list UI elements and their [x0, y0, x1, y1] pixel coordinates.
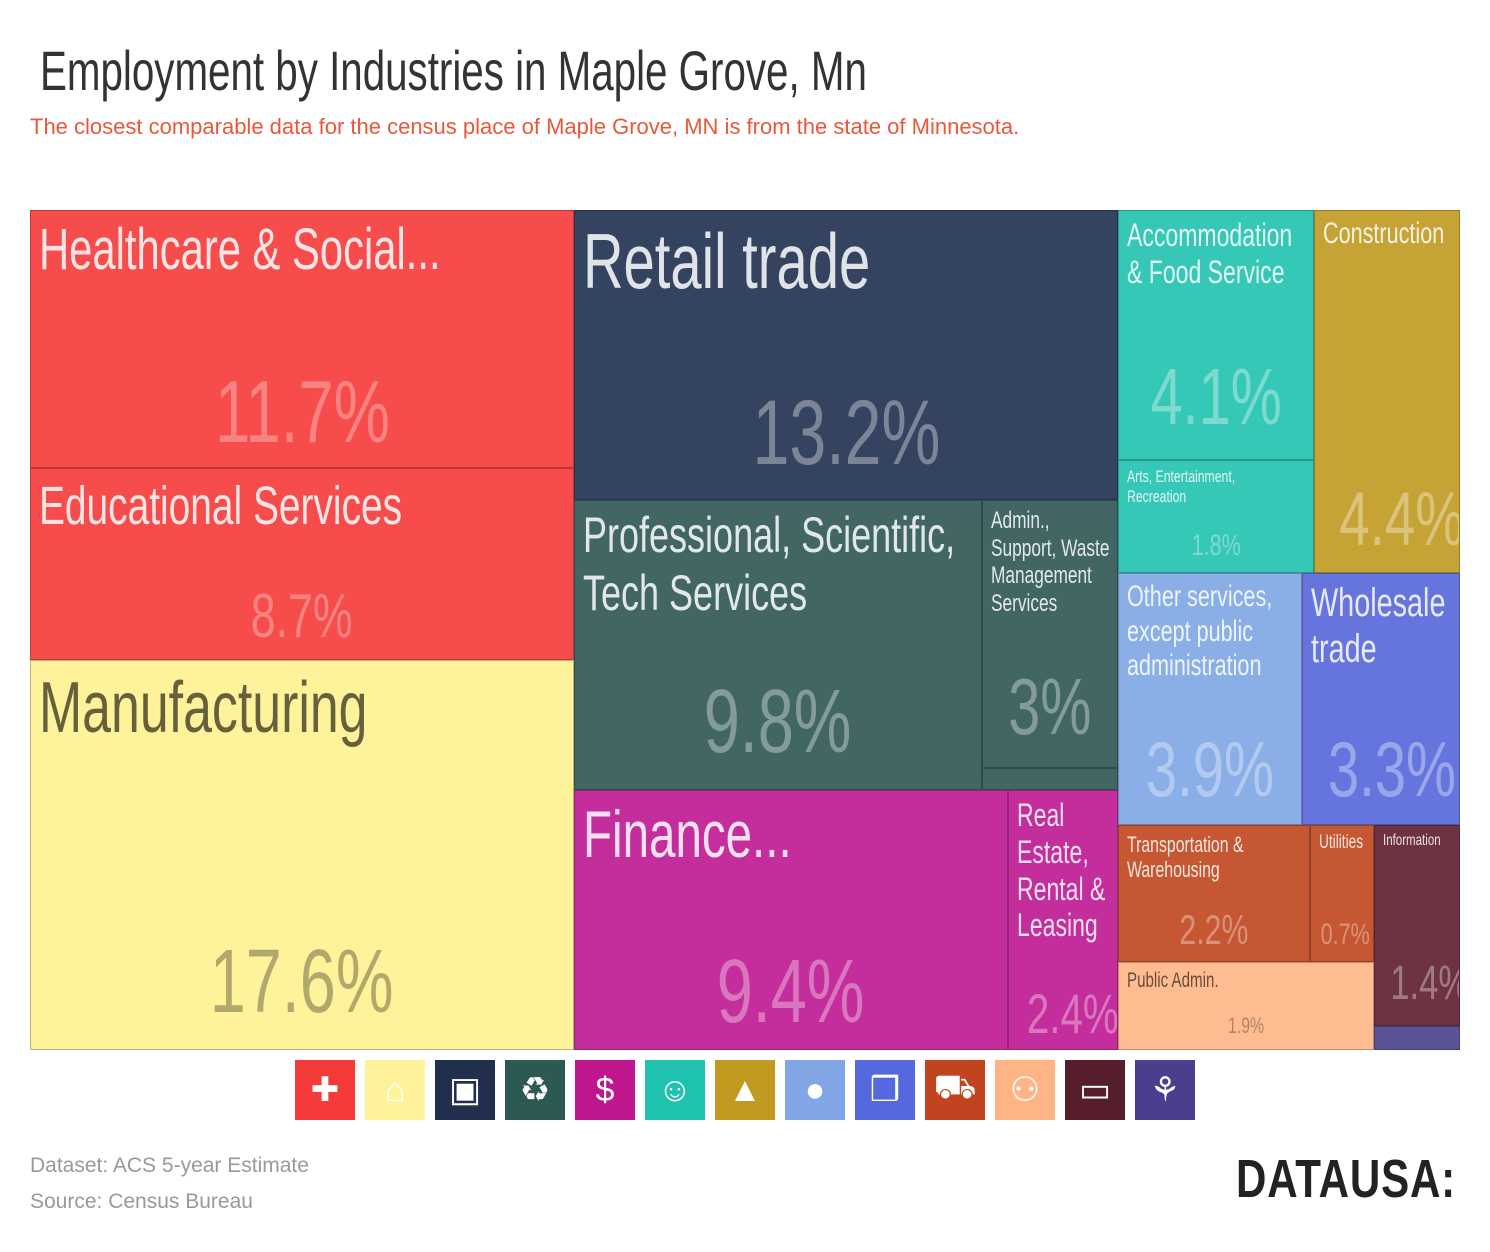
tile-label: Educational Services	[39, 476, 403, 536]
tile-value: 17.6%	[31, 931, 573, 1034]
tile-value-text: 1.4%	[1390, 957, 1459, 1010]
tile-value-text: 2.2%	[1179, 906, 1249, 953]
tile-value: 4.4%	[1315, 476, 1459, 563]
tile-label: Construction	[1323, 217, 1445, 250]
tile-value: 9.8%	[575, 671, 981, 774]
treemap-tile[interactable]: Construction 4.4%	[1314, 210, 1460, 573]
person-icon[interactable]: ●	[785, 1060, 845, 1120]
source-label: Source: Census Bureau	[30, 1190, 253, 1213]
treemap-tile[interactable]: Other services, except public administrati…	[1118, 573, 1302, 825]
tile-label: Retail trade	[583, 217, 871, 305]
computer-icon[interactable]: ▭	[1065, 1060, 1125, 1120]
tile-value: 9.4%	[575, 941, 1007, 1044]
treemap-tile[interactable]: Arts, Entertainment, Recreation 1.8%	[1118, 460, 1314, 573]
treemap-tile[interactable]: Wholesale trade 3.3%	[1302, 573, 1460, 825]
treemap-tile[interactable]: Public Admin. 1.9%	[1118, 962, 1374, 1050]
tile-value-text: 3%	[1008, 662, 1092, 751]
treemap-tile[interactable]: Finance... 9.4%	[574, 790, 1008, 1050]
tile-label: Professional, Scientific, Tech Services	[583, 507, 956, 621]
tile-value: 1.9%	[1119, 1013, 1373, 1039]
treemap-tile[interactable]: Transportation & Warehousing 2.2%	[1118, 825, 1310, 962]
tile-value: 0.7%	[1311, 918, 1373, 952]
tile-value: 1.8%	[1119, 529, 1313, 563]
treemap-tile[interactable]: Real Estate, Rental & Leasing 2.4%	[1008, 790, 1118, 1050]
treemap-tile[interactable]: Accommodation & Food Service 4.1%	[1118, 210, 1314, 460]
tile-value-text: 8.7%	[251, 582, 353, 651]
legend-icons: ✚ ⌂ ▣ ♻ $ ☺ ▲ ● ❒ ⛟ ⚇ ▭ ⚘	[295, 1060, 1195, 1120]
storefront-icon[interactable]: ▣	[435, 1060, 495, 1120]
treemap-tile[interactable]: Utilities 0.7%	[1310, 825, 1374, 962]
wheat-icon[interactable]: ⚘	[1135, 1060, 1195, 1120]
tile-value-text: 1.9%	[1227, 1013, 1265, 1038]
treemap-tile[interactable]: Healthcare & Social... 11.7%	[30, 210, 574, 468]
tile-label: Other services, except public administrati…	[1127, 580, 1273, 682]
traffic-cone-icon[interactable]: ▲	[715, 1060, 775, 1120]
tile-value-text: 17.6%	[210, 932, 394, 1032]
tile-value-text: 4.4%	[1339, 477, 1460, 562]
tile-label: Accommodation & Food Service	[1127, 217, 1293, 290]
tile-label: Arts, Entertainment, Recreation	[1127, 467, 1236, 506]
tile-value: 8.7%	[31, 581, 573, 652]
treemap-tile[interactable]: Professional, Scientific, Tech Services 9.…	[574, 500, 982, 790]
tile-value-text: 3.3%	[1327, 725, 1456, 813]
tile-label: Admin., Support, Waste Management Services	[991, 507, 1110, 617]
tile-value-text: 3.9%	[1145, 725, 1274, 813]
house-dollar-icon[interactable]: $	[575, 1060, 635, 1120]
tile-value-text: 9.8%	[704, 672, 852, 772]
tile-label: Public Admin.	[1127, 969, 1219, 992]
tile-label: Manufacturing	[39, 668, 368, 748]
tile-label: Transportation & Warehousing	[1127, 832, 1244, 883]
treemap-tile[interactable]: Information 1.4%	[1374, 825, 1460, 1026]
treemap-tile[interactable]	[1374, 1026, 1460, 1050]
tile-value: 13.2%	[575, 381, 1117, 486]
tile-value-text: 9.4%	[717, 942, 865, 1042]
chart-subtitle: The closest comparable data for the cens…	[30, 114, 1020, 139]
tile-value: 2.2%	[1119, 906, 1309, 954]
truck-icon[interactable]: ⛟	[925, 1060, 985, 1120]
tile-label: Wholesale trade	[1311, 581, 1446, 671]
tile-value: 2.4%	[1009, 981, 1117, 1046]
tile-value-text: 13.2%	[752, 382, 940, 484]
tile-value: 1.4%	[1375, 956, 1459, 1011]
tile-value: 3%	[983, 661, 1117, 753]
medical-cross-icon[interactable]: ✚	[295, 1060, 355, 1120]
treemap-tile[interactable]: Retail trade 13.2%	[574, 210, 1118, 500]
tile-label: Utilities	[1319, 832, 1364, 853]
people-icon[interactable]: ⚇	[995, 1060, 1055, 1120]
chart-title: Employment by Industries in Maple Grove,…	[40, 39, 867, 102]
tile-value: 3.3%	[1303, 724, 1459, 815]
treemap-tile[interactable]	[982, 768, 1118, 790]
tile-label: Real Estate, Rental & Leasing	[1017, 797, 1106, 944]
tile-label: Information	[1383, 832, 1441, 849]
treemap-tile[interactable]: Educational Services 8.7%	[30, 468, 574, 660]
factory-icon[interactable]: ⌂	[365, 1060, 425, 1120]
tile-label: Healthcare & Social...	[39, 217, 441, 282]
tile-value-text: 1.8%	[1191, 529, 1241, 562]
tile-value: 3.9%	[1119, 724, 1301, 815]
treemap-tile[interactable]: Manufacturing 17.6%	[30, 660, 574, 1050]
tile-value-text: 4.1%	[1150, 352, 1282, 441]
dataset-label: Dataset: ACS 5-year Estimate	[30, 1154, 309, 1177]
boxes-icon[interactable]: ❒	[855, 1060, 915, 1120]
treemap-tile[interactable]: Admin., Support, Waste Management Services 3…	[982, 500, 1118, 768]
tile-value: 4.1%	[1119, 351, 1313, 443]
tile-value: 11.7%	[31, 361, 573, 463]
tile-label: Finance...	[583, 797, 792, 871]
tile-value-text: 0.7%	[1320, 918, 1370, 951]
recycle-icon[interactable]: ♻	[505, 1060, 565, 1120]
theater-masks-icon[interactable]: ☺	[645, 1060, 705, 1120]
datausa-logo: DATAUSA:	[1236, 1149, 1456, 1209]
tile-value-text: 2.4%	[1026, 982, 1118, 1045]
tile-value-text: 11.7%	[214, 362, 390, 461]
